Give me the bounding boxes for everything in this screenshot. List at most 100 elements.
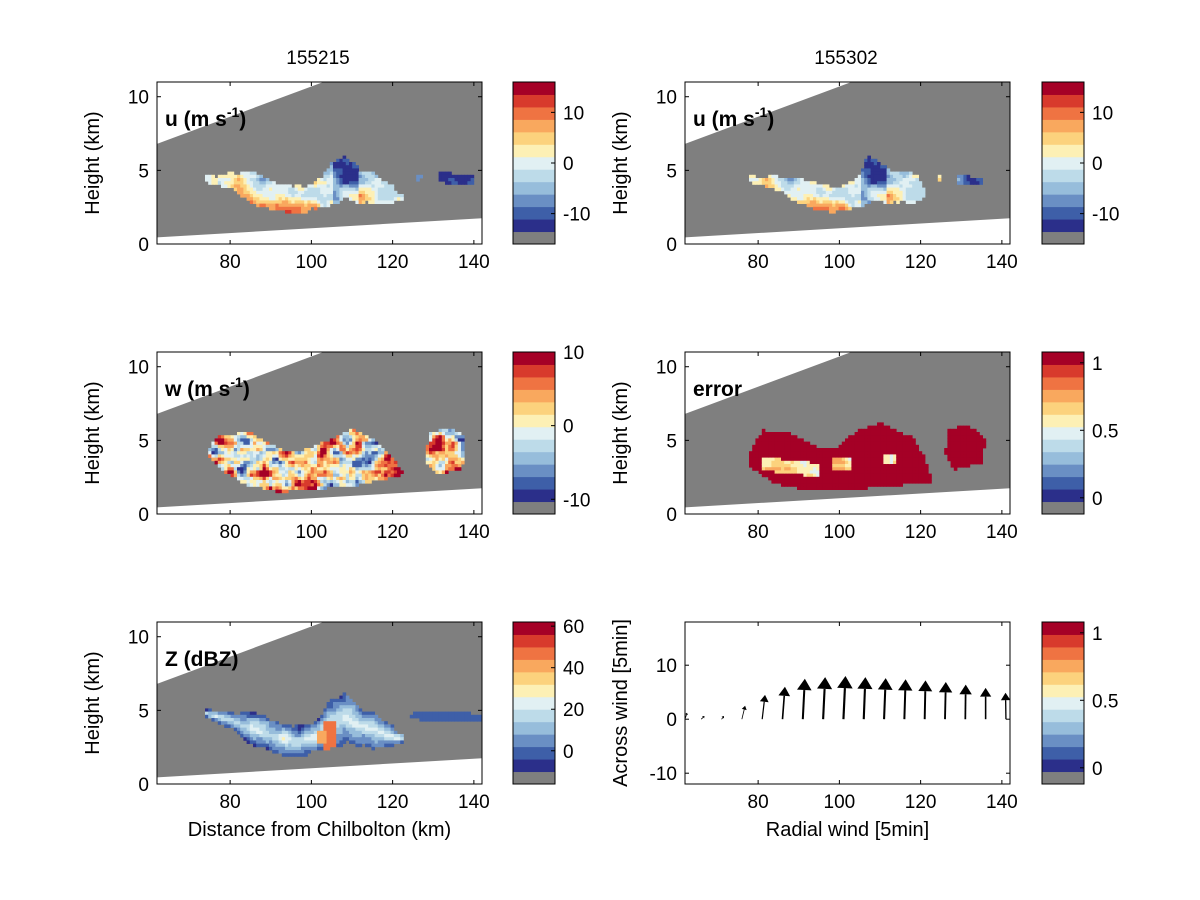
wind-arrow-shaft bbox=[741, 709, 745, 720]
colorbar-segment bbox=[1042, 671, 1084, 685]
y-tick-label: 5 bbox=[138, 701, 149, 722]
colorbar-segment bbox=[513, 414, 555, 428]
plot-area bbox=[157, 82, 482, 244]
wind-arrow-head bbox=[721, 715, 724, 719]
panel-label: Z (dBZ) bbox=[165, 648, 238, 671]
y-tick-label: 0 bbox=[138, 235, 149, 256]
colorbar-segment bbox=[513, 119, 555, 133]
background bbox=[685, 622, 1010, 784]
colorbar-segment bbox=[513, 364, 555, 378]
x-tick-label: 140 bbox=[986, 252, 1018, 273]
y-axis-label: Height (km) bbox=[610, 111, 632, 214]
colorbar-segment bbox=[513, 771, 555, 785]
colorbar-segment bbox=[1042, 169, 1084, 183]
wind-arrow-shaft bbox=[923, 691, 927, 720]
y-tick-label: 10 bbox=[128, 628, 149, 649]
axes-frame bbox=[156, 351, 483, 515]
colorbar-segment bbox=[1042, 376, 1084, 390]
colorbar-segment bbox=[1042, 759, 1084, 773]
colorbar-tick-label: 1 bbox=[1092, 624, 1103, 645]
colorbar-segment bbox=[513, 231, 555, 245]
x-tick-label: 140 bbox=[986, 792, 1018, 813]
colorbar-segment bbox=[1042, 464, 1084, 478]
wind-arrow-shaft bbox=[700, 717, 704, 720]
colorbar-segment bbox=[513, 659, 555, 673]
colorbar-segment bbox=[1042, 634, 1084, 648]
colorbar-tick-label: 10 bbox=[563, 343, 584, 364]
colorbar-segment bbox=[1042, 746, 1084, 760]
colorbar-tick-label: 0 bbox=[563, 417, 574, 438]
colorbar-segment bbox=[1042, 451, 1084, 465]
wind-arrow-shaft bbox=[781, 695, 786, 720]
plot-area bbox=[685, 352, 1010, 514]
colorbar-segment bbox=[1042, 144, 1084, 158]
data-cells bbox=[749, 422, 987, 490]
wind-arrow-shaft bbox=[903, 690, 907, 720]
wind-arrow-shaft bbox=[721, 717, 724, 720]
y-tick-label: 5 bbox=[666, 431, 677, 452]
colorbar-segment bbox=[513, 94, 555, 108]
colorbar-segment bbox=[1042, 219, 1084, 233]
colorbar-segment bbox=[513, 476, 555, 490]
x-tick-label: 140 bbox=[458, 252, 490, 273]
colorbar-tick-label: -10 bbox=[1092, 205, 1119, 226]
colorbar-frame bbox=[512, 351, 556, 515]
wind-arrow-head bbox=[685, 712, 688, 716]
colorbar-segment bbox=[1042, 94, 1084, 108]
x-tick-label: 100 bbox=[296, 522, 328, 543]
panel-label: w (m s-1) bbox=[164, 374, 250, 401]
data-cells bbox=[208, 428, 465, 494]
colorbar-segment bbox=[1042, 426, 1084, 440]
x-axis-label: Distance from Chilbolton (km) bbox=[188, 819, 451, 841]
colorbar-segment bbox=[1042, 439, 1084, 453]
x-tick-label: 100 bbox=[824, 522, 856, 543]
colorbar-segment bbox=[513, 389, 555, 403]
colorbar-tick-label: 1 bbox=[1092, 354, 1103, 375]
x-tick-label: 120 bbox=[377, 792, 409, 813]
colorbar-tick-label: 0 bbox=[563, 742, 574, 763]
panel-label: error bbox=[693, 378, 742, 401]
colorbar-segment bbox=[1042, 352, 1084, 365]
colorbar-segment bbox=[1042, 622, 1084, 635]
colorbar-frame bbox=[512, 621, 556, 785]
y-tick-label: 10 bbox=[656, 656, 677, 677]
colorbar-segment bbox=[513, 352, 555, 365]
colorbar-segment bbox=[513, 219, 555, 233]
colorbar-segment bbox=[513, 489, 555, 503]
x-tick-label: 120 bbox=[905, 522, 937, 543]
colorbar-tick-label: 0.5 bbox=[1092, 691, 1118, 712]
wind-arrow-head bbox=[837, 676, 853, 689]
axes-frame bbox=[156, 81, 483, 245]
wind-arrow-shaft bbox=[883, 689, 887, 720]
colorbar-segment bbox=[1042, 389, 1084, 403]
colorbar-segment bbox=[513, 131, 555, 145]
x-tick-label: 140 bbox=[458, 792, 490, 813]
y-tick-label: 5 bbox=[666, 161, 677, 182]
colorbar-segment bbox=[1042, 709, 1084, 723]
wind-arrow-head bbox=[796, 678, 812, 691]
x-tick-label: 100 bbox=[824, 792, 856, 813]
axes-frame bbox=[156, 621, 483, 785]
colorbar-segment bbox=[1042, 501, 1084, 515]
colorbar-segment bbox=[1042, 489, 1084, 503]
colorbar-tick-label: 10 bbox=[1092, 103, 1113, 124]
x-tick-label: 120 bbox=[377, 522, 409, 543]
x-tick-label: 80 bbox=[220, 522, 241, 543]
wind-arrow-shaft bbox=[944, 692, 947, 720]
wind-arrow-head bbox=[857, 677, 873, 690]
colorbar-segment bbox=[1042, 131, 1084, 145]
x-tick-label: 140 bbox=[458, 522, 490, 543]
colorbar-segment bbox=[1042, 206, 1084, 220]
x-tick-label: 140 bbox=[986, 522, 1018, 543]
y-axis-label: Height (km) bbox=[610, 381, 632, 484]
colorbar-segment bbox=[1042, 106, 1084, 120]
colorbar-segment bbox=[1042, 82, 1084, 95]
y-tick-label: 0 bbox=[666, 235, 677, 256]
colorbar-segment bbox=[513, 106, 555, 120]
plot-area bbox=[157, 622, 482, 784]
x-tick-label: 80 bbox=[748, 522, 769, 543]
colorbar-tick-label: 0.5 bbox=[1092, 421, 1118, 442]
colorbar-segment bbox=[513, 709, 555, 723]
